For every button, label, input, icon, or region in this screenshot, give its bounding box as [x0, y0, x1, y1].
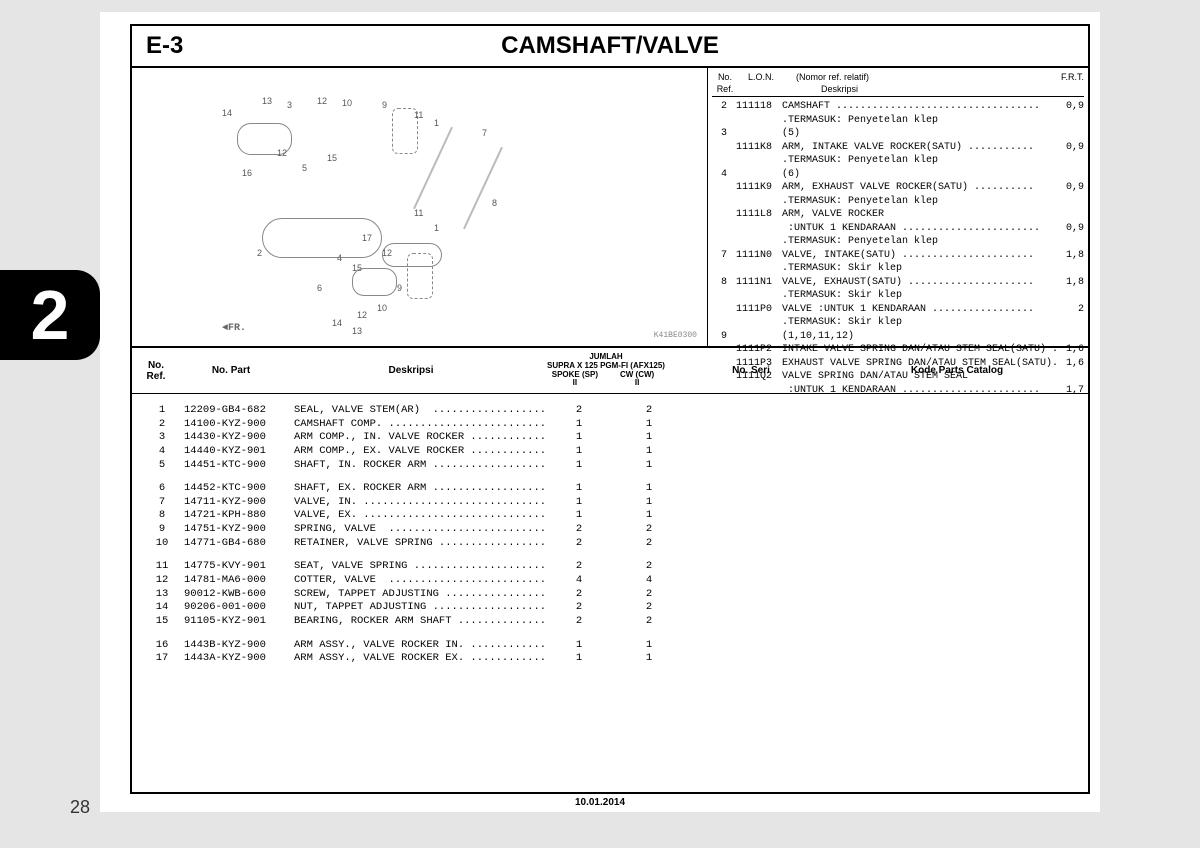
parts-row: 161443B-KYZ-900ARM ASSY., VALVE ROCKER I… [140, 639, 1080, 653]
parts-row: 514451-KTC-900SHAFT, IN. ROCKER ARM ....… [140, 459, 1080, 473]
reference-row: 3(5) [712, 127, 1084, 141]
reference-row: 9(1,10,11,12) [712, 330, 1084, 344]
parts-row: 314430-KYZ-900ARM COMP., IN. VALVE ROCKE… [140, 431, 1080, 445]
parts-row: 914751-KYZ-900SPRING, VALVE ............… [140, 523, 1080, 537]
exploded-diagram: 14 13 3 12 10 9 11 1 7 16 12 5 15 2 17 4 [132, 68, 708, 346]
reference-row: :UNTUK 1 KENDARAAN .....................… [712, 384, 1084, 398]
parts-row: 1214781-MA6-000COTTER, VALVE ...........… [140, 574, 1080, 588]
reference-row: 1111K9ARM, EXHAUST VALVE ROCKER(SATU) ..… [712, 181, 1084, 195]
section-code: E-3 [146, 32, 266, 60]
diagram-ref-code: K41BE0300 [654, 331, 697, 340]
reference-row: 1111P0VALVE :UNTUK 1 KENDARAAN .........… [712, 303, 1084, 317]
reference-list-header: No.Ref. L.O.N. (Nomor ref. relatif) Desk… [712, 71, 1084, 97]
parts-row: 112209-GB4-682SEAL, VALVE STEM(AR) .....… [140, 404, 1080, 418]
reference-row: 1111L8ARM, VALVE ROCKER [712, 208, 1084, 222]
catalog-page: E-3 CAMSHAFT/VALVE 14 13 3 1 [100, 12, 1100, 812]
reference-row: 71111N0VALVE, INTAKE(SATU) .............… [712, 249, 1084, 263]
fr-arrow-label: ◄FR. [222, 323, 246, 334]
reference-row: .TERMASUK: Penyetelan klep [712, 114, 1084, 128]
reference-row: :UNTUK 1 KENDARAAN .....................… [712, 222, 1084, 236]
upper-section: 14 13 3 12 10 9 11 1 7 16 12 5 15 2 17 4 [132, 68, 1088, 348]
parts-table-body: 112209-GB4-682SEAL, VALVE STEM(AR) .....… [132, 394, 1088, 676]
reference-row: 1111P2INTAKE VALVE SPRING DAN/ATAU STEM … [712, 343, 1084, 357]
page-number: 28 [70, 797, 90, 818]
footer-date: 10.01.2014 [100, 797, 1100, 808]
reference-row: .TERMASUK: Skir klep [712, 262, 1084, 276]
parts-row: 414440-KYZ-901ARM COMP., EX. VALVE ROCKE… [140, 445, 1080, 459]
parts-row: 214100-KYZ-900CAMSHAFT COMP. ...........… [140, 418, 1080, 432]
reference-row: 2111118CAMSHAFT ........................… [712, 100, 1084, 114]
parts-row: 614452-KTC-900SHAFT, EX. ROCKER ARM ....… [140, 482, 1080, 496]
parts-row: 714711-KYZ-900VALVE, IN. ...............… [140, 496, 1080, 510]
parts-row: 1114775-KVY-901SEAT, VALVE SPRING ......… [140, 560, 1080, 574]
reference-row: .TERMASUK: Penyetelan klep [712, 154, 1084, 168]
parts-row: 1591105-KYZ-901BEARING, ROCKER ARM SHAFT… [140, 615, 1080, 629]
section-tab: 2 [0, 270, 100, 360]
page-frame: E-3 CAMSHAFT/VALVE 14 13 3 1 [130, 24, 1090, 794]
reference-row: .TERMASUK: Skir klep [712, 289, 1084, 303]
reference-row: 4(6) [712, 168, 1084, 182]
reference-row: 1111K8ARM, INTAKE VALVE ROCKER(SATU) ...… [712, 141, 1084, 155]
reference-row: .TERMASUK: Penyetelan klep [712, 235, 1084, 249]
reference-row: .TERMASUK: Penyetelan klep [712, 195, 1084, 209]
reference-row: .TERMASUK: Skir klep [712, 316, 1084, 330]
parts-row: 814721-KPH-880VALVE, EX. ...............… [140, 509, 1080, 523]
reference-row: 81111N1VALVE, EXHAUST(SATU) ............… [712, 276, 1084, 290]
title-row: E-3 CAMSHAFT/VALVE [132, 26, 1088, 68]
reference-list: No.Ref. L.O.N. (Nomor ref. relatif) Desk… [708, 68, 1088, 346]
section-title: CAMSHAFT/VALVE [266, 32, 954, 60]
parts-row: 171443A-KYZ-900ARM ASSY., VALVE ROCKER E… [140, 652, 1080, 666]
parts-row: 1490206-001-000NUT, TAPPET ADJUSTING ...… [140, 601, 1080, 615]
parts-row: 1390012-KWB-600SCREW, TAPPET ADJUSTING .… [140, 588, 1080, 602]
parts-row: 1014771-GB4-680RETAINER, VALVE SPRING ..… [140, 537, 1080, 551]
